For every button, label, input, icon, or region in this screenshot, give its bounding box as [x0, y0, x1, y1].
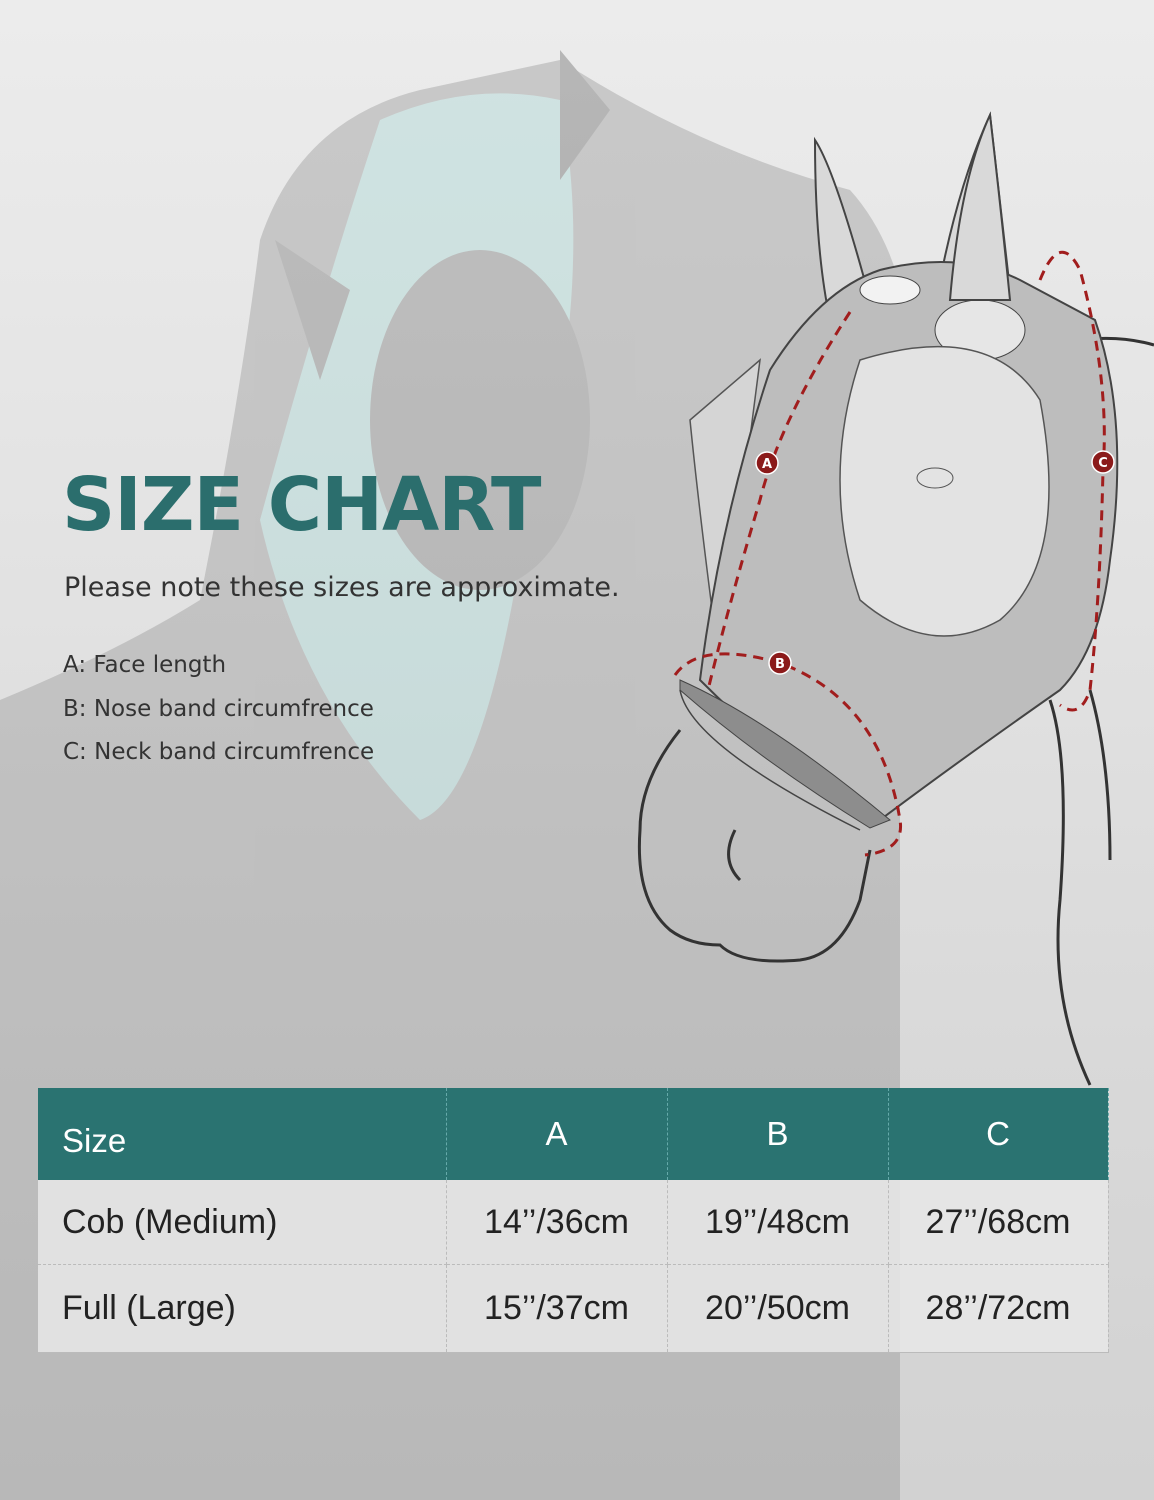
header-a: A [446, 1088, 668, 1180]
measurement-legend: A: Face length B: Nose band circumfrence… [63, 644, 374, 775]
table-header: Size A B C [38, 1088, 1109, 1180]
value-b: 20’’/50cm [667, 1264, 889, 1353]
size-name: Full (Large) [38, 1264, 447, 1353]
marker-a-label: A [762, 457, 772, 472]
legend-item-a: A: Face length [63, 652, 227, 678]
legend-item-c: C: Neck band circumfrence [63, 739, 375, 765]
header-c: C [888, 1088, 1109, 1180]
size-note: Please note these sizes are approximate. [64, 572, 620, 603]
value-a: 15’’/37cm [446, 1264, 668, 1353]
value-a: 14’’/36cm [446, 1180, 668, 1265]
value-b: 19’’/48cm [667, 1180, 889, 1265]
marker-c [1091, 450, 1115, 474]
marker-c-label: C [1098, 456, 1108, 471]
measurement-lines [673, 250, 1106, 857]
marker-b [768, 651, 792, 675]
value-c: 28’’/72cm [888, 1264, 1109, 1353]
table-row: Full (Large) 15’’/37cm 20’’/50cm 28’’/72… [38, 1264, 1109, 1353]
marker-b-label: B [775, 657, 785, 672]
marker-a [755, 451, 779, 475]
forelock-hole [859, 275, 921, 305]
header-size: Size [38, 1088, 447, 1180]
legend-item-b: B: Nose band circumfrence [63, 695, 374, 722]
table-row: Cob (Medium) 14’’/36cm 19’’/48cm 27’’/68… [38, 1180, 1109, 1265]
size-name: Cob (Medium) [38, 1180, 447, 1265]
size-table: Size A B C Cob (Medium) 14’’/36cm 19’’/4… [38, 1088, 1109, 1353]
eye-mesh [839, 345, 1050, 637]
value-c: 27’’/68cm [888, 1180, 1109, 1265]
header-b: B [667, 1088, 889, 1180]
page-title: SIZE CHART [62, 462, 541, 548]
